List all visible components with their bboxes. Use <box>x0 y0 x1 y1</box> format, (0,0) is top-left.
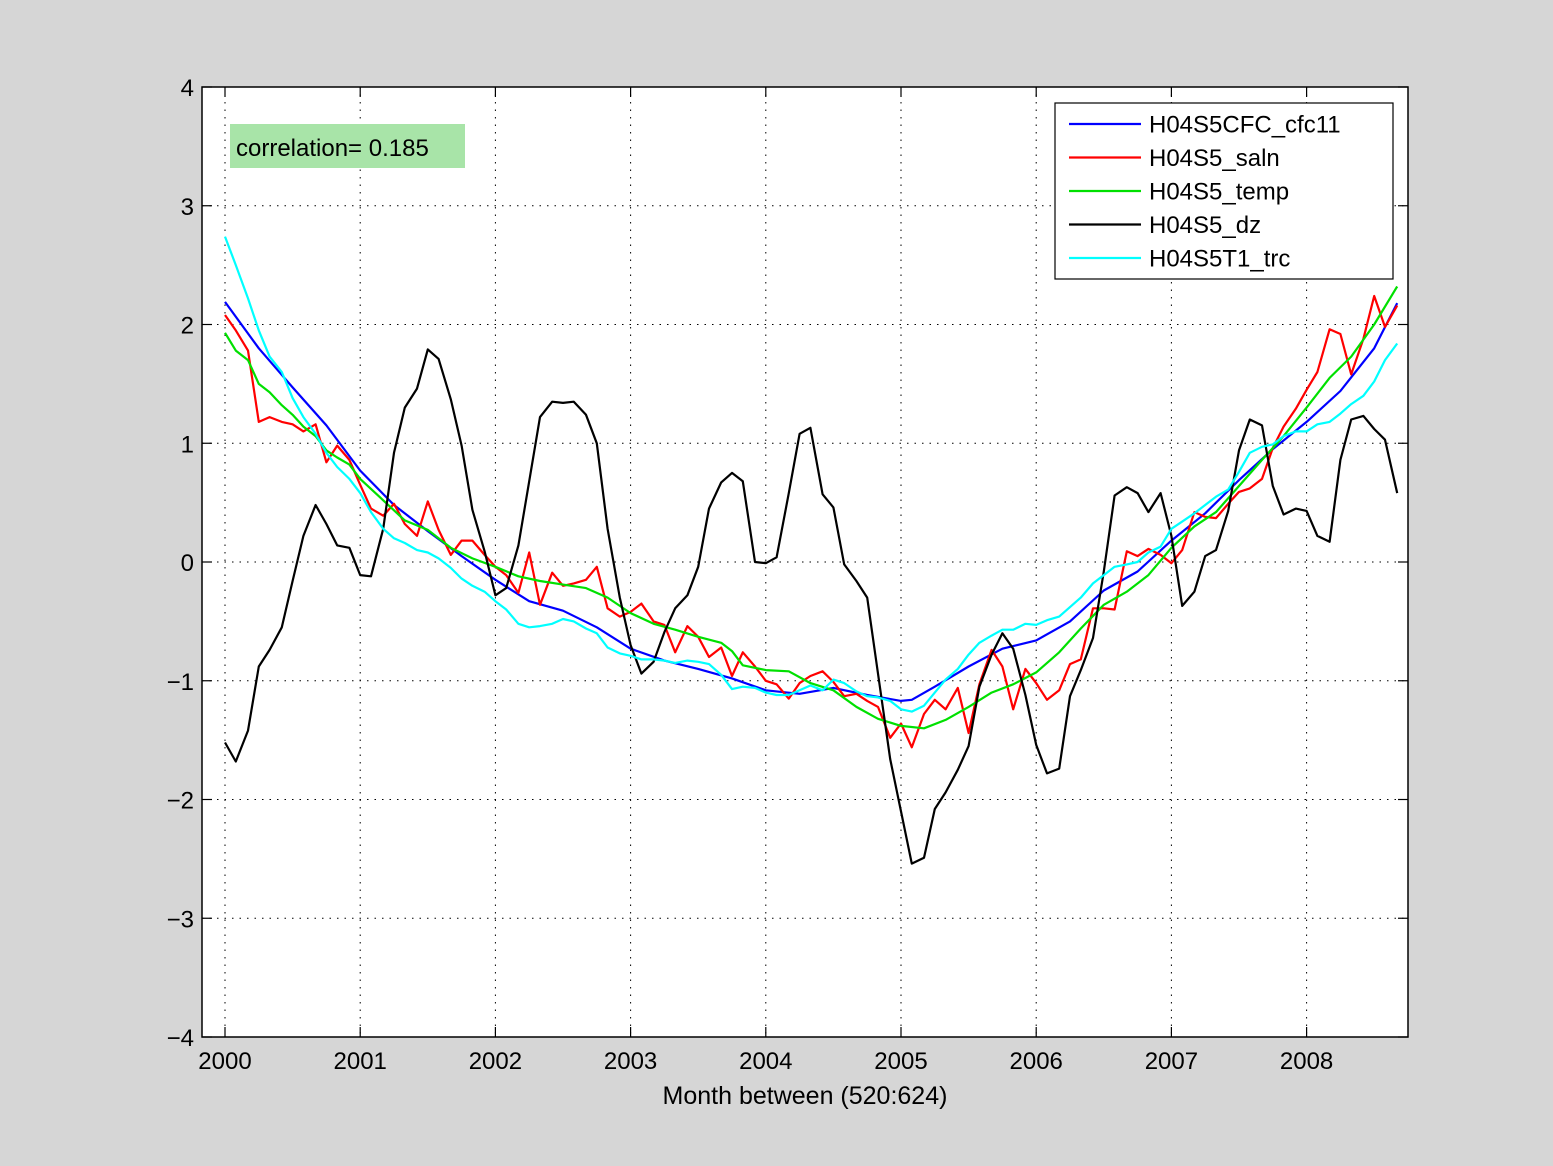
y-tick-label: 3 <box>181 194 194 221</box>
annotation-text: correlation= 0.185 <box>236 135 429 162</box>
annotation-box <box>230 124 465 168</box>
y-tick-label: −4 <box>167 1025 194 1052</box>
x-tick-label: 2003 <box>604 1048 657 1075</box>
x-tick-label: 2004 <box>739 1048 792 1075</box>
legend-label: H04S5_saln <box>1149 145 1280 172</box>
x-tick-label: 2006 <box>1010 1048 1063 1075</box>
y-tick-label: 4 <box>181 75 194 102</box>
legend-item: H04S5T1_trc <box>1069 246 1290 273</box>
y-tick-label: 2 <box>181 313 194 340</box>
x-tick-label: 2001 <box>334 1048 387 1075</box>
x-tick-label: 2002 <box>469 1048 522 1075</box>
y-tick-label: 0 <box>181 550 194 577</box>
y-tick-label: −3 <box>167 906 194 933</box>
legend: H04S5CFC_cfc11 H04S5_saln H04S5_temp H04S5_… <box>1054 102 1394 280</box>
series-line-H04S5T1_trc <box>223 236 1399 713</box>
series-lines <box>223 236 1399 865</box>
legend-label: H04S5_dz <box>1149 212 1261 239</box>
legend-label: H04S5_temp <box>1149 179 1289 206</box>
y-tick-label: −2 <box>167 788 194 815</box>
x-tick-label: 2005 <box>874 1048 927 1075</box>
legend-item: H04S5_temp <box>1069 179 1289 206</box>
series-line-H04S5_temp <box>224 285 1399 730</box>
x-tick-label: 2008 <box>1280 1048 1333 1075</box>
legend-item: H04S5_dz <box>1069 212 1261 239</box>
series-line-H04S5_dz <box>224 348 1399 865</box>
x-tick-label: 2007 <box>1145 1048 1198 1075</box>
legend-label: H04S5CFC_cfc11 <box>1149 112 1341 139</box>
series-line-H04S5_saln <box>224 294 1399 749</box>
legend-label: H04S5T1_trc <box>1149 246 1290 273</box>
legend-item: H04S5CFC_cfc11 <box>1069 112 1341 139</box>
axis-ticks: 2000 2001 2002 2003 2004 2005 2006 2007 2008 −4 −3… <box>167 75 1408 1075</box>
legend-item: H04S5_saln <box>1069 145 1280 172</box>
correlation-annotation: correlation= 0.185 <box>230 124 465 168</box>
y-tick-label: 1 <box>181 431 194 458</box>
x-axis-label: Month between (520:624) <box>663 1082 948 1110</box>
y-tick-label: −1 <box>167 669 194 696</box>
x-tick-label: 2000 <box>198 1048 251 1075</box>
